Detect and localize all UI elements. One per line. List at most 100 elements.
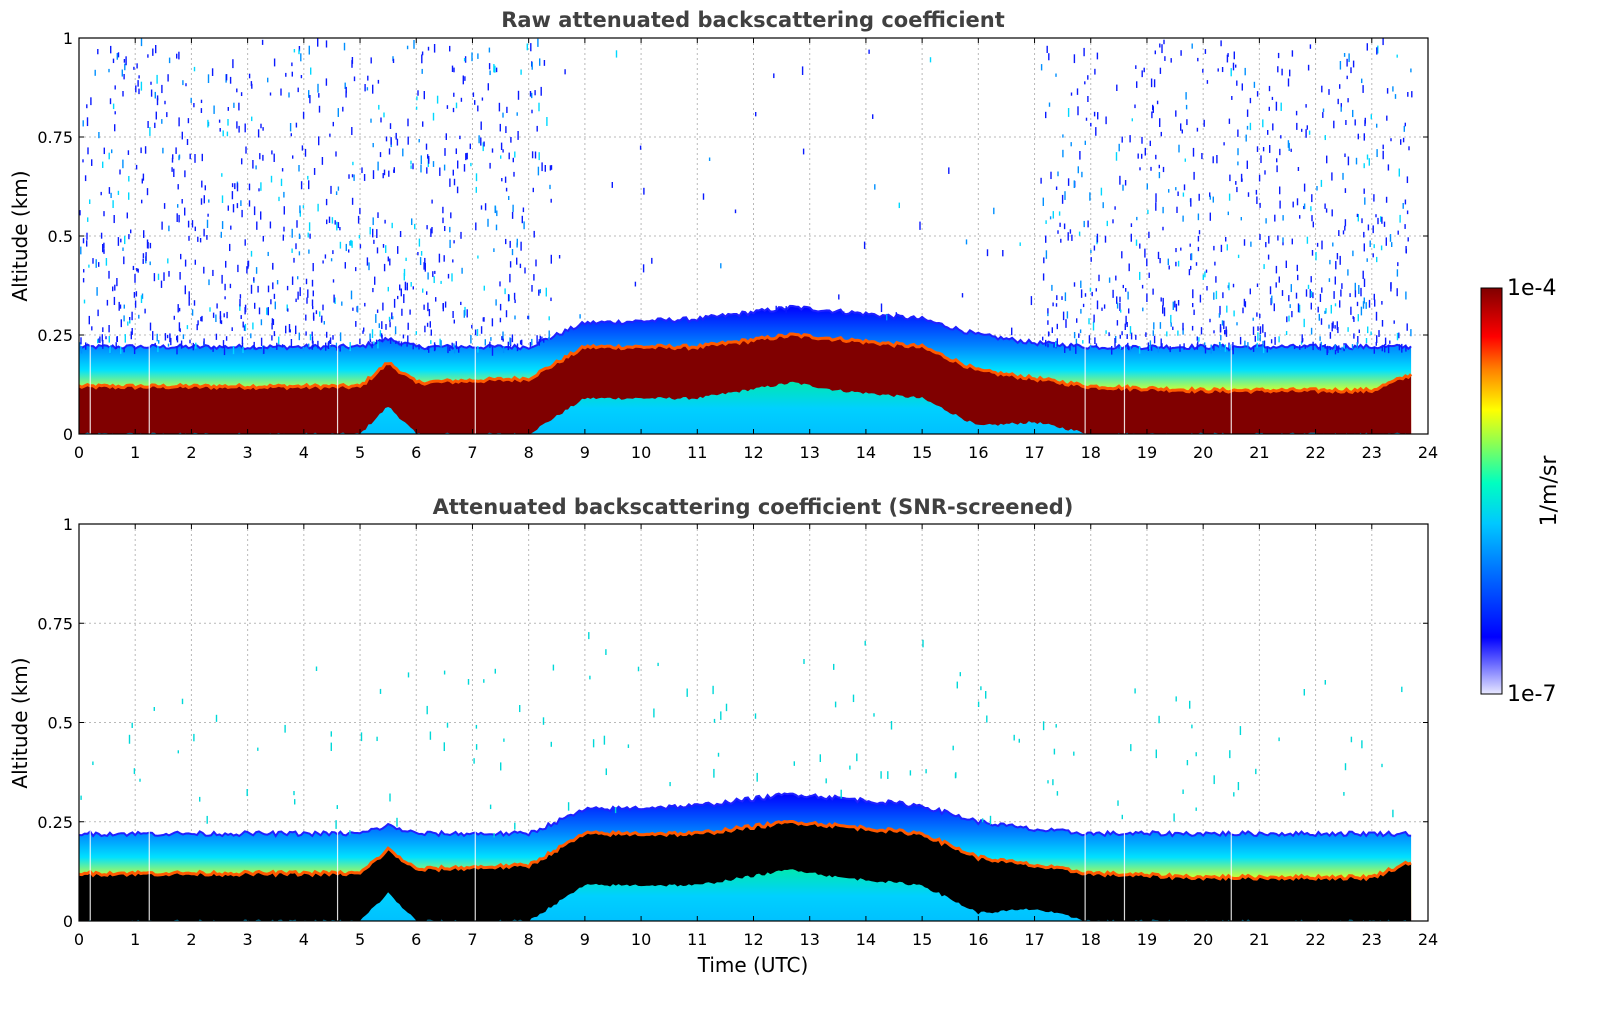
- noise-speckle: [156, 74, 158, 84]
- noise-speckle: [219, 311, 222, 320]
- noise-speckle: [1357, 314, 1359, 322]
- noise-speckle: [532, 187, 534, 193]
- noise-speckle: [79, 210, 81, 216]
- noise-speckle: [113, 215, 115, 224]
- noise-speckle: [522, 207, 525, 213]
- noise-speckle: [80, 345, 83, 354]
- noise-speckle: [1114, 206, 1116, 210]
- noise-speckle: [1089, 287, 1092, 292]
- noise-speckle: [514, 315, 516, 320]
- noise-speckle: [227, 107, 229, 111]
- noise-speckle: [1303, 183, 1306, 192]
- noise-speckle: [1150, 166, 1152, 171]
- noise-speckle: [508, 196, 510, 201]
- noise-speckle: [1204, 271, 1206, 278]
- noise-speckle: [1188, 269, 1191, 276]
- noise-speckle: [1260, 155, 1262, 164]
- noise-speckle: [216, 303, 218, 309]
- noise-speckle: [1358, 285, 1360, 294]
- noise-speckle: [1229, 750, 1231, 759]
- noise-speckle: [147, 242, 149, 249]
- noise-speckle: [1186, 119, 1188, 126]
- noise-speckle: [221, 195, 224, 203]
- noise-speckle: [1406, 210, 1409, 215]
- noise-speckle: [426, 322, 429, 327]
- noise-speckle: [453, 345, 456, 354]
- noise-speckle: [1198, 337, 1200, 342]
- noise-speckle: [248, 183, 251, 191]
- noise-speckle: [1135, 239, 1138, 246]
- noise-speckle: [370, 118, 372, 123]
- noise-speckle: [1057, 230, 1059, 234]
- noise-speckle: [307, 175, 309, 180]
- noise-speckle: [115, 342, 117, 350]
- noise-speckle: [359, 338, 361, 345]
- noise-speckle: [548, 316, 550, 321]
- noise-speckle: [256, 221, 258, 230]
- noise-speckle: [430, 340, 432, 344]
- noise-speckle: [1126, 334, 1128, 339]
- noise-speckle: [1078, 231, 1081, 236]
- noise-speckle: [344, 262, 346, 269]
- noise-speckle: [431, 227, 433, 234]
- noise-speckle: [536, 125, 538, 132]
- noise-speckle: [1265, 218, 1267, 224]
- noise-speckle: [1204, 345, 1207, 354]
- noise-speckle: [1220, 335, 1222, 341]
- noise-speckle: [1231, 96, 1233, 100]
- noise-speckle: [156, 333, 158, 342]
- noise-speckle: [1182, 789, 1184, 794]
- noise-speckle: [443, 164, 446, 171]
- noise-speckle: [188, 235, 190, 241]
- noise-speckle: [290, 133, 292, 137]
- noise-speckle: [1141, 70, 1143, 78]
- noise-speckle: [223, 346, 226, 356]
- noise-speckle: [898, 202, 900, 209]
- noise-speckle: [270, 299, 272, 305]
- noise-speckle: [1376, 335, 1378, 344]
- noise-speckle: [311, 336, 314, 344]
- noise-speckle: [95, 259, 97, 268]
- noise-speckle: [529, 342, 532, 347]
- noise-speckle: [455, 102, 458, 109]
- noise-speckle: [1312, 341, 1314, 351]
- noise-speckle: [1291, 311, 1293, 318]
- noise-speckle: [280, 178, 283, 187]
- noise-speckle: [1262, 119, 1264, 128]
- noise-speckle: [369, 333, 371, 342]
- noise-speckle: [108, 152, 110, 160]
- noise-speckle: [1047, 343, 1049, 348]
- noise-speckle: [424, 257, 426, 267]
- noise-speckle: [1168, 189, 1170, 193]
- noise-speckle: [1096, 233, 1099, 243]
- x-tick-label: 7: [467, 443, 477, 462]
- noise-speckle: [1070, 142, 1072, 147]
- noise-speckle: [1235, 181, 1237, 185]
- noise-speckle: [1230, 68, 1232, 77]
- noise-speckle: [1190, 253, 1192, 261]
- noise-speckle: [1340, 106, 1342, 112]
- noise-speckle: [140, 147, 142, 154]
- noise-speckle: [639, 145, 642, 150]
- noise-speckle: [1282, 215, 1284, 221]
- noise-speckle: [502, 112, 504, 118]
- noise-speckle: [460, 231, 462, 239]
- noise-speckle: [372, 84, 374, 94]
- noise-speckle: [452, 311, 454, 318]
- noise-speckle: [1097, 112, 1099, 120]
- noise-speckle: [1091, 291, 1093, 297]
- noise-speckle: [579, 314, 581, 319]
- noise-speckle: [1257, 326, 1259, 331]
- noise-speckle: [82, 159, 84, 163]
- noise-speckle: [456, 345, 458, 350]
- noise-speckle: [803, 659, 805, 664]
- noise-speckle: [482, 142, 484, 152]
- noise-speckle: [351, 197, 354, 205]
- noise-speckle: [433, 44, 436, 53]
- noise-speckle: [114, 284, 116, 291]
- noise-speckle: [948, 167, 950, 174]
- noise-speckle: [127, 150, 130, 155]
- noise-speckle: [325, 198, 328, 206]
- noise-speckle: [308, 45, 310, 55]
- noise-speckle: [756, 772, 758, 782]
